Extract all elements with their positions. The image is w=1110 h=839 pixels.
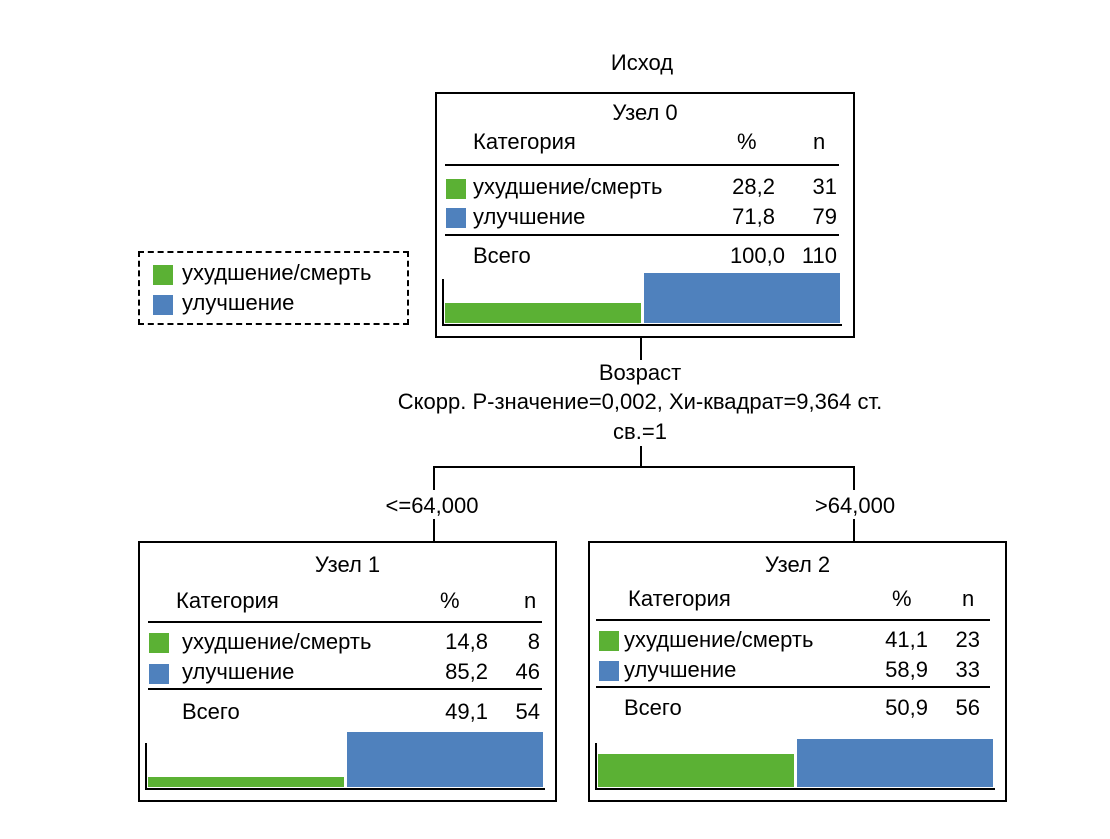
swatch-worse [599, 631, 619, 651]
total-n: 54 [515, 699, 540, 724]
node-0[interactable]: Узел 0 Категория % n ухудшение/смерть 28… [435, 92, 855, 338]
bar-worse [598, 753, 794, 787]
bar-baseline [145, 788, 545, 790]
legend: ухудшение/смерть улучшение [138, 251, 409, 325]
swatch-better [149, 664, 169, 684]
row-label-better: улучшение [473, 204, 586, 229]
row-label-worse: ухудшение/смерть [624, 627, 814, 652]
node-title: Узел 1 [314, 552, 381, 577]
bar-baseline [442, 324, 842, 326]
connector-right-lower [853, 519, 855, 541]
column-header-percent: % [892, 586, 912, 611]
connector-left-lower [433, 519, 435, 541]
row-label-worse: ухудшение/смерть [473, 174, 663, 199]
column-header-n: n [813, 129, 826, 154]
total-pct: 50,9 [885, 695, 928, 720]
bar-axis [442, 279, 444, 324]
node-2[interactable]: Узел 2 Категория % n ухудшение/смерть 41… [588, 541, 1007, 802]
row-n-worse: 31 [812, 174, 837, 199]
bar-better [797, 739, 993, 787]
total-label: Всего [182, 699, 240, 724]
split-statistics-continued: св.=1 [613, 419, 667, 444]
column-header-n: n [962, 586, 975, 611]
row-pct-better: 58,9 [885, 657, 928, 682]
legend-swatch-better [153, 295, 173, 315]
bar-baseline [595, 788, 995, 790]
connector-left [433, 466, 435, 490]
legend-swatch-worse [153, 265, 173, 285]
row-pct-better: 71,8 [732, 204, 775, 229]
swatch-worse [446, 179, 466, 199]
row-pct-worse: 14,8 [445, 629, 488, 654]
legend-label-better: улучшение [182, 290, 295, 315]
bar-better [347, 732, 543, 787]
row-pct-better: 85,2 [445, 659, 488, 684]
bar-better [644, 273, 840, 323]
divider [445, 234, 839, 236]
column-header-n: n [524, 588, 537, 613]
divider [596, 686, 990, 688]
column-header-category: Категория [176, 588, 279, 613]
swatch-better [446, 208, 466, 228]
total-pct: 100,0 [729, 243, 785, 268]
node-1[interactable]: Узел 1 Категория % n ухудшение/смерть 14… [138, 541, 557, 802]
column-header-percent: % [440, 588, 460, 613]
divider [596, 619, 990, 621]
branch-label-left: <=64,000 [385, 493, 479, 518]
bar-worse [445, 303, 641, 323]
branch-label-right: >64,000 [814, 493, 896, 518]
connector-horizontal [433, 466, 855, 468]
node-title: Узел 0 [612, 100, 678, 125]
column-header-percent: % [737, 129, 757, 154]
diagram-title: Исход [610, 50, 674, 75]
row-pct-worse: 28,2 [732, 174, 775, 199]
connector-root [640, 338, 642, 360]
row-n-better: 79 [812, 204, 837, 229]
row-label-better: улучшение [182, 659, 295, 684]
row-n-worse: 23 [955, 627, 980, 652]
divider [148, 621, 542, 623]
connector-right [853, 466, 855, 490]
row-n-worse: 8 [527, 629, 540, 654]
row-label-better: улучшение [624, 657, 737, 682]
split-variable: Возраст [598, 360, 682, 385]
row-label-worse: ухудшение/смерть [182, 629, 372, 654]
split-statistics: Скорр. P-значение=0,002, Хи-квадрат=9,36… [397, 389, 883, 414]
swatch-better [599, 661, 619, 681]
total-label: Всего [473, 243, 531, 268]
legend-label-worse: ухудшение/смерть [182, 260, 372, 285]
row-n-better: 33 [955, 657, 980, 682]
divider [148, 688, 542, 690]
connector-stem [640, 446, 642, 467]
bar-worse [148, 777, 344, 787]
bar-axis [595, 743, 597, 788]
total-n: 110 [801, 243, 837, 268]
bar-axis [145, 743, 147, 788]
swatch-worse [149, 633, 169, 653]
row-pct-worse: 41,1 [885, 627, 928, 652]
divider [445, 164, 839, 166]
row-n-better: 46 [515, 659, 540, 684]
total-pct: 49,1 [445, 699, 488, 724]
column-header-category: Категория [473, 129, 576, 154]
column-header-category: Категория [628, 586, 731, 611]
node-title: Узел 2 [764, 552, 831, 577]
total-n: 56 [955, 695, 980, 720]
total-label: Всего [624, 695, 682, 720]
